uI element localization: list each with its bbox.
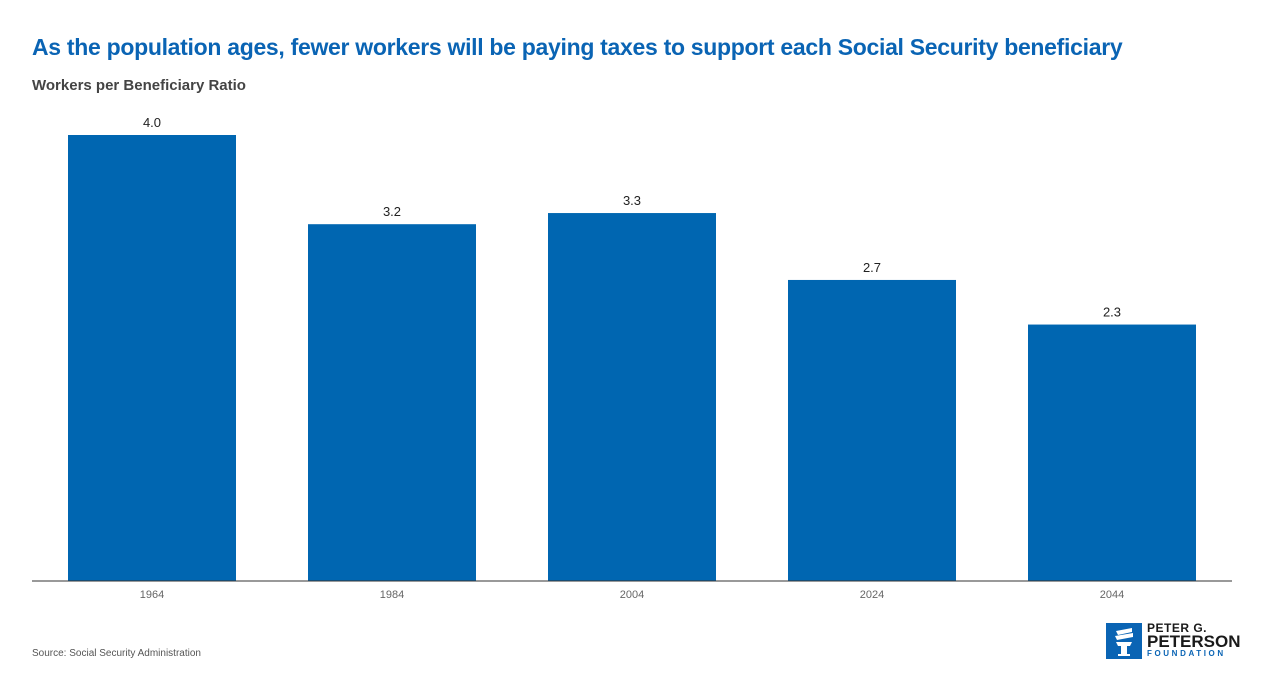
bar-1984 — [308, 224, 476, 581]
value-label-1984: 3.2 — [383, 204, 401, 219]
peterson-foundation-logo: PETER G. PETERSON FOUNDATION — [1106, 621, 1241, 661]
value-label-1964: 4.0 — [143, 115, 161, 130]
bars-group — [68, 135, 1196, 582]
x-tick-labels-group: 1964 1984 2004 2024 2044 — [140, 589, 1124, 601]
x-tick-label-2004: 2004 — [620, 589, 644, 601]
value-labels-group: 4.0 3.2 3.3 2.7 2.3 — [143, 115, 1121, 320]
x-tick-label-2044: 2044 — [1100, 589, 1124, 601]
bar-2004 — [548, 213, 716, 582]
chart-subtitle: Workers per Beneficiary Ratio — [32, 77, 246, 94]
x-tick-label-1964: 1964 — [140, 589, 164, 601]
torch-icon — [1106, 623, 1142, 659]
bar-1964 — [68, 135, 236, 581]
value-label-2004: 3.3 — [623, 193, 641, 208]
bar-2024 — [788, 279, 956, 581]
value-label-2044: 2.3 — [1103, 305, 1121, 320]
logo-text-line2: PETERSON — [1147, 632, 1241, 651]
source-note: Source: Social Security Administration — [32, 648, 201, 659]
x-tick-label-1984: 1984 — [380, 589, 404, 601]
bar-2044 — [1028, 324, 1196, 581]
x-tick-label-2024: 2024 — [860, 589, 884, 601]
logo-text-line1: PETER G. — [1147, 621, 1208, 635]
value-label-2024: 2.7 — [863, 260, 881, 275]
chart-title: As the population ages, fewer workers wi… — [32, 34, 1123, 60]
logo-text-line3: FOUNDATION — [1147, 649, 1226, 658]
